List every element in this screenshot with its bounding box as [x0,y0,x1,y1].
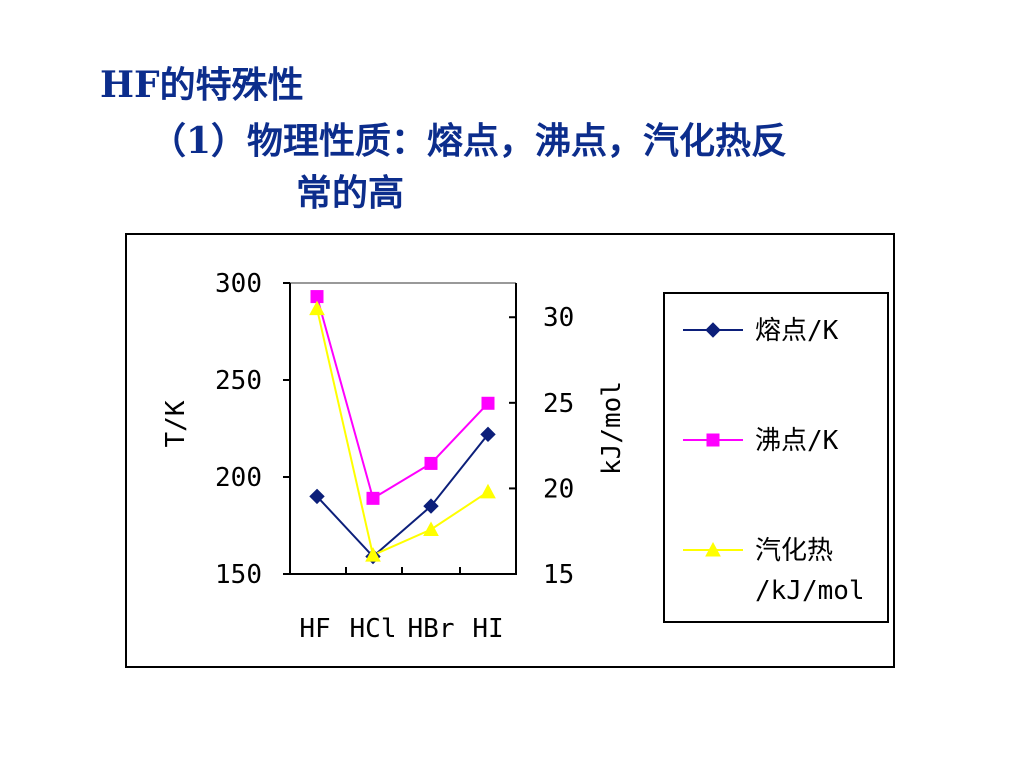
left-axis-tick-label: 300 [215,269,262,299]
chart-frame [125,233,895,668]
series-3-point [423,521,439,536]
series-1-point [423,498,439,514]
left-axis-tick-label: 250 [215,366,262,396]
slide-subtitle-continuation: 常的高 [296,172,405,214]
x-axis-tick-label: HBr [408,614,455,644]
right-axis-tick-label: 30 [543,303,574,333]
series-1-point [309,488,325,505]
legend-label-3: /kJ/mol [755,576,865,606]
right-axis-title: kJ/mol [597,381,627,475]
left-axis-tick-label: 150 [215,560,262,590]
legend-label-1: 熔点/K [755,316,839,346]
series-3-point [365,547,381,562]
right-axis-tick-label: 25 [543,389,574,419]
x-axis-tick-label: HF [299,614,330,644]
slide-title: HF的特殊性 [100,64,304,106]
left-axis-tick-label: 200 [215,463,262,493]
legend-box [663,292,889,623]
series-line-2 [316,296,489,500]
slide-subtitle-line: （1）物理性质：熔点，沸点，汽化热反 [150,120,788,162]
right-axis-tick-label: 20 [543,474,574,504]
right-axis-tick-label: 15 [543,560,574,590]
legend-marker-3 [705,541,721,557]
series-1-point [480,426,496,443]
series-line-1 [316,433,489,558]
left-axis-title: T/K [161,400,191,447]
series-line-3 [316,308,489,557]
series-2-point [424,456,438,470]
legend-label-2: 沸点/K [755,426,839,456]
legend-label-3: 汽化热 [755,536,833,566]
series-2-point [366,491,380,505]
x-axis-tick-label: HCl [350,614,397,644]
legend-marker-1 [705,322,721,338]
series-2-point [481,396,495,410]
legend-marker-2 [706,433,720,447]
series-3-point [309,300,325,316]
series-3-point [480,483,496,499]
x-axis-tick-label: HI [472,614,503,644]
